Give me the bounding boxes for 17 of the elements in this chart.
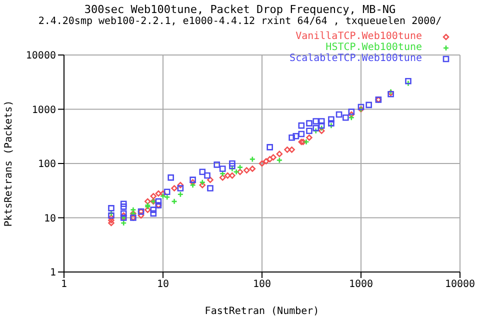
x-tick-label: 1 <box>60 279 68 290</box>
x-tick-label: 1000 <box>348 279 374 290</box>
legend-label: HSTCP.Web100tune <box>326 42 422 53</box>
legend-label: VanillaTCP.Web100tune <box>296 31 422 42</box>
chart-title: 300sec Web100tune, Packet Drop Frequency, MB-NG <box>83 3 397 16</box>
chart-subtitle: 2.4.20smp web100-2.2.1, e1000-4.4.12 rxint 64/64 , txqueuelen 2000/ <box>37 16 443 28</box>
y-tick-label: 10 <box>44 213 56 224</box>
x-tick-label: 10 <box>156 279 170 290</box>
legend-label: ScalableTCP.Web100tune <box>290 53 422 64</box>
y-axis-title: PktsRetrans (Packets) <box>4 100 15 227</box>
y-tick-label: 1000 <box>32 104 56 116</box>
y-tick-label: 10000 <box>26 50 56 62</box>
y-tick-label: 100 <box>38 159 56 170</box>
x-tick-label: 100 <box>252 279 272 290</box>
y-tick-label: 1 <box>50 268 56 279</box>
x-axis-title: FastRetran (Number) <box>204 306 320 317</box>
x-tick-label: 10000 <box>444 279 476 290</box>
